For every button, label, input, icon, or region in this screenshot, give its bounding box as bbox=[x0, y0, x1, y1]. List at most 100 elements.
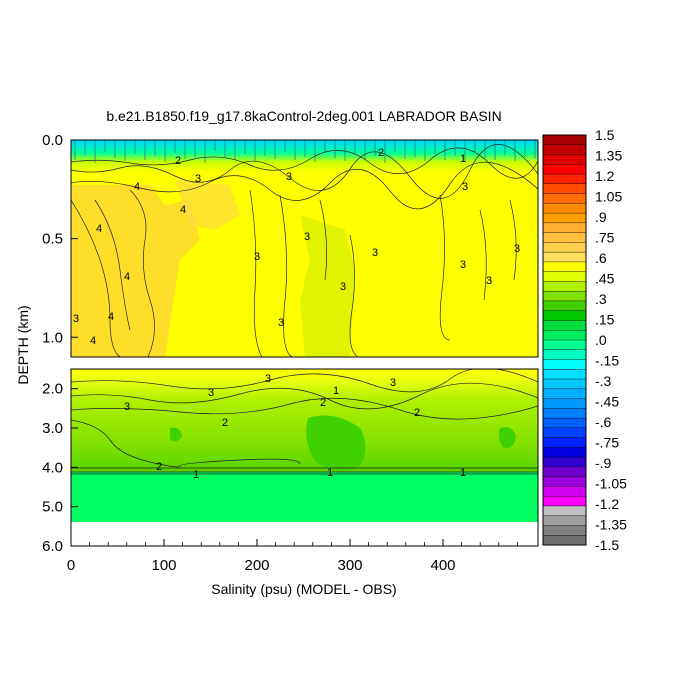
colorbar-swatch bbox=[542, 251, 587, 263]
colorbar-swatch bbox=[542, 535, 587, 546]
contour-label: 3 bbox=[462, 181, 468, 193]
colorbar-frame bbox=[542, 134, 587, 546]
contour-label: 4 bbox=[96, 223, 102, 235]
contour-label: 3 bbox=[254, 251, 260, 263]
contour-label: 2 bbox=[222, 417, 228, 429]
colorbar-swatch bbox=[542, 476, 587, 487]
colorbar-label: 1.05 bbox=[595, 189, 622, 205]
colorbar-label: .0 bbox=[595, 332, 607, 348]
colorbar-label: -.9 bbox=[595, 455, 612, 471]
colorbar-swatch bbox=[542, 183, 587, 195]
contour-label: 4 bbox=[90, 335, 96, 347]
colorbar-swatch bbox=[542, 359, 587, 370]
colorbar-swatch bbox=[542, 173, 587, 185]
colorbar-swatch bbox=[542, 193, 587, 204]
contour-label: 1 bbox=[460, 467, 466, 479]
chart-title: b.e21.B1850.f19_g17.8kaControl-2deg.001 … bbox=[106, 108, 501, 124]
y-axis-label: DEPTH (km) bbox=[15, 305, 31, 384]
contour-label: 3 bbox=[514, 243, 520, 255]
contour-label: 3 bbox=[486, 275, 492, 287]
colorbar-label: -.6 bbox=[595, 414, 612, 430]
colorbar-swatch bbox=[542, 369, 587, 380]
lower-green-patch-right bbox=[498, 427, 516, 449]
colorbar-swatch bbox=[542, 349, 587, 361]
contour-label: 2 bbox=[378, 147, 384, 159]
colorbar-swatch bbox=[542, 408, 587, 419]
colorbar-swatch bbox=[542, 310, 587, 321]
colorbar-label: 1.35 bbox=[595, 148, 622, 164]
colorbar-label: -1.35 bbox=[595, 517, 627, 533]
colorbar-swatch bbox=[542, 417, 587, 429]
y-tick-label: 3.0 bbox=[42, 420, 63, 437]
upper-orange-zone-left bbox=[71, 185, 200, 357]
colorbar-label: 1.2 bbox=[595, 168, 615, 184]
contour-label: 1 bbox=[460, 153, 466, 165]
colorbar-swatch bbox=[542, 330, 587, 341]
colorbar-swatch bbox=[542, 154, 587, 165]
contour-label: 2 bbox=[414, 407, 420, 419]
colorbar-swatch bbox=[542, 281, 587, 292]
x-tick-label: 100 bbox=[151, 557, 176, 574]
colorbar-swatch bbox=[542, 447, 587, 458]
y-tick-label: 2.0 bbox=[42, 381, 63, 398]
colorbar-label: -1.05 bbox=[595, 476, 627, 492]
y-axis-upper: 0.0 0.5 1.0 bbox=[42, 132, 78, 346]
upper-panel-frame bbox=[70, 139, 539, 358]
colorbar-swatch bbox=[542, 320, 587, 331]
contour-label: 3 bbox=[304, 231, 310, 243]
colorbar-swatch bbox=[542, 525, 587, 536]
colorbar-label: .9 bbox=[595, 209, 607, 225]
lower-panel: 3 3 3 3 2 2 2 2 1 1 1 1 bbox=[70, 368, 539, 547]
y-tick-label: 0.0 bbox=[42, 132, 63, 149]
colorbar-swatch bbox=[542, 164, 587, 175]
y-axis-lower: 2.0 3.0 4.0 5.0 6.0 bbox=[42, 381, 78, 555]
colorbar-swatch bbox=[542, 222, 587, 234]
colorbar-swatch bbox=[542, 134, 587, 146]
x-tick-label: 0 bbox=[67, 557, 75, 574]
colorbar-label: .15 bbox=[595, 312, 615, 328]
colorbar-swatch bbox=[542, 242, 587, 253]
colorbar-label: -.45 bbox=[595, 394, 619, 410]
y-tick-label: 0.5 bbox=[42, 231, 63, 248]
y-tick-label: 4.0 bbox=[42, 459, 63, 476]
lower-green-patch-center bbox=[306, 415, 366, 471]
x-tick-label: 400 bbox=[430, 557, 455, 574]
contour-label: 3 bbox=[372, 247, 378, 259]
colorbar-label: .6 bbox=[595, 250, 607, 266]
contour-label: 2 bbox=[175, 155, 181, 167]
upper-surface-noise bbox=[74, 140, 536, 163]
contour-label: 1 bbox=[327, 467, 333, 479]
colorbar-label: -.15 bbox=[595, 353, 619, 369]
contour-label: 1 bbox=[333, 385, 339, 397]
colorbar-swatch bbox=[542, 271, 587, 282]
y-tick-label: 6.0 bbox=[42, 538, 63, 555]
contour-label: 3 bbox=[124, 401, 130, 413]
y-tick-label: 5.0 bbox=[42, 499, 63, 516]
contour-label: 4 bbox=[180, 204, 186, 216]
contour-label: 1 bbox=[193, 469, 199, 481]
colorbar-swatch bbox=[542, 456, 587, 468]
colorbar-swatch bbox=[542, 232, 587, 243]
lower-contour-labels: 3 3 3 3 2 2 2 2 1 1 1 1 bbox=[124, 373, 466, 481]
colorbar-swatch bbox=[542, 486, 587, 497]
colorbar-swatch bbox=[542, 300, 587, 312]
colorbar-swatch bbox=[542, 437, 587, 448]
contour-label: 3 bbox=[390, 377, 396, 389]
contour-label: 3 bbox=[286, 171, 292, 183]
colorbar-swatch bbox=[542, 398, 587, 409]
colorbar-swatch bbox=[542, 144, 587, 156]
x-axis-label: Salinity (psu) (MODEL - OBS) bbox=[211, 581, 396, 597]
lower-deep-band bbox=[71, 472, 538, 522]
colorbar-label: .75 bbox=[595, 230, 615, 246]
lower-green-patch-left bbox=[170, 427, 182, 442]
x-tick-label: 300 bbox=[337, 557, 362, 574]
contour-label: 3 bbox=[278, 317, 284, 329]
upper-contour-labels: 3 3 3 3 3 3 3 3 3 3 3 3 4 4 4 4 4 4 2 2 bbox=[73, 147, 520, 347]
contour-label: 4 bbox=[134, 181, 140, 193]
colorbar-swatch bbox=[542, 388, 587, 400]
colorbar-swatch bbox=[542, 203, 587, 214]
colorbar-swatch bbox=[542, 212, 587, 224]
upper-greenish-zone bbox=[300, 215, 355, 357]
colorbar-swatch bbox=[542, 515, 587, 526]
lower-contour-lines bbox=[71, 369, 538, 475]
